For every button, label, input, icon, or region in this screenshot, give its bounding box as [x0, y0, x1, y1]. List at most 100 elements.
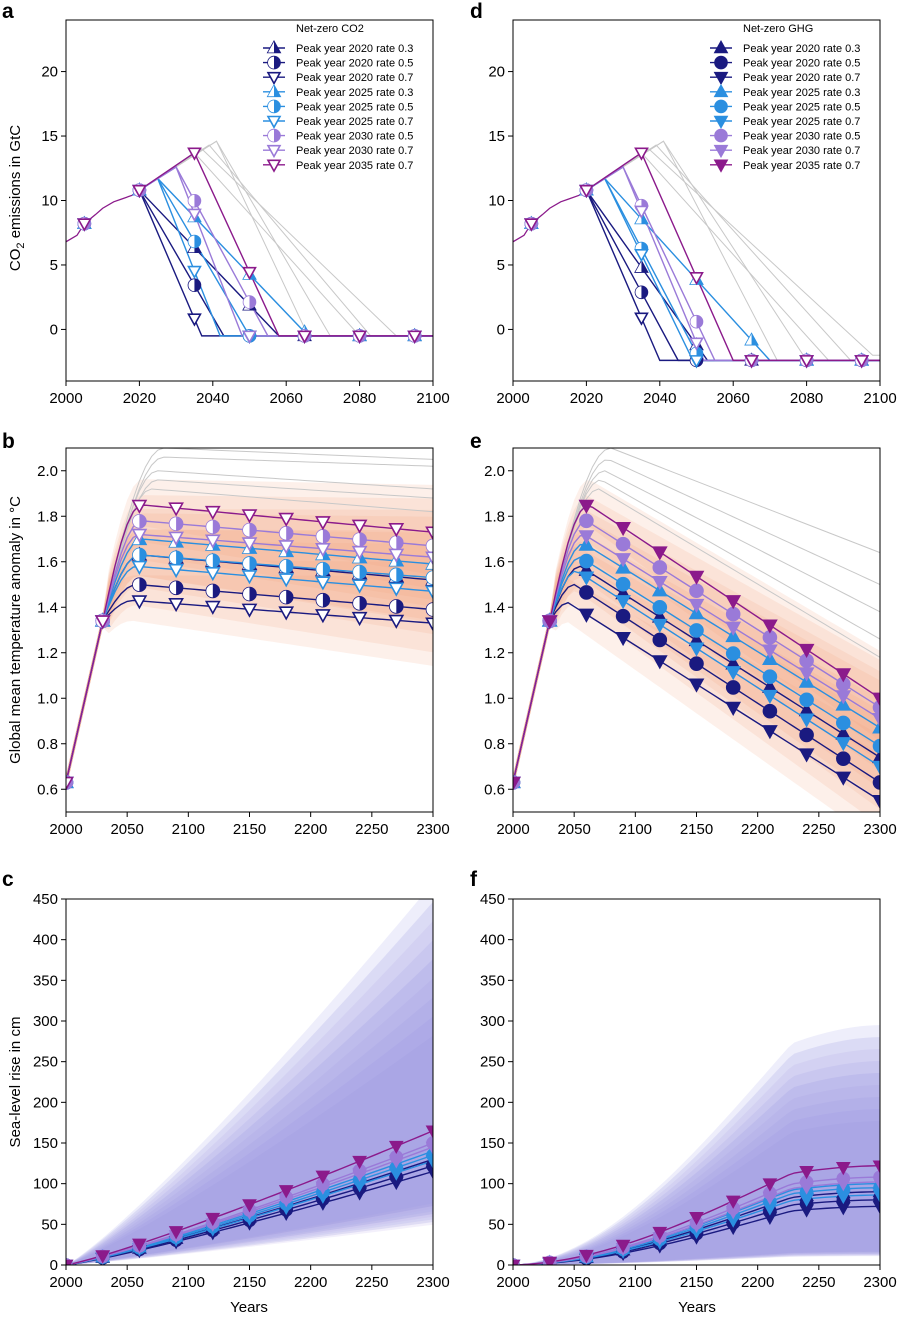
series-marker [388, 535, 404, 550]
series-marker [651, 575, 668, 591]
y-tick-label: 0.8 [484, 736, 505, 753]
series-marker-shape [204, 567, 221, 582]
series-marker-half [426, 557, 433, 569]
panel-f: 2000 2050 2100 2150 2200 2250 2300 0 50 100 150 200… [470, 868, 897, 1291]
legend-marker [266, 71, 282, 86]
series-marker-half [353, 533, 360, 547]
series-marker-shape [187, 265, 202, 280]
series-marker [854, 355, 870, 369]
panel-letter-d: d [470, 0, 483, 23]
series-marker [799, 692, 814, 708]
series-marker [187, 278, 202, 293]
series-marker [652, 560, 668, 575]
series-marker-shape [688, 598, 705, 613]
plot-area-c [66, 899, 433, 1265]
legend-marker-shape [713, 159, 729, 173]
x-tick-label: 2300 [863, 1274, 896, 1291]
series-marker-shape [762, 1191, 778, 1205]
series-marker [725, 595, 742, 610]
series-marker-shape [725, 701, 742, 716]
series-marker-half [279, 544, 287, 557]
series-marker-shape [542, 1256, 558, 1265]
series-marker-half [316, 529, 323, 543]
series-marker [315, 561, 331, 577]
y-tick-label: 1.0 [484, 690, 505, 707]
x-tick-label: 2100 [619, 1274, 652, 1291]
legend-entry: Peak year 2025 rate 0.5 [296, 101, 413, 113]
series-marker-shape [835, 1162, 851, 1176]
series-marker-shape [652, 560, 668, 575]
series-marker [425, 585, 433, 600]
series-marker-shape [352, 1168, 367, 1182]
series-marker-shape [168, 1226, 184, 1240]
series-marker [205, 583, 221, 599]
legend-entry: Peak year 2030 rate 0.5 [296, 131, 413, 143]
series-marker [872, 719, 880, 734]
y-tick-label: 150 [33, 1135, 58, 1152]
y-tick-label: 1.4 [484, 599, 505, 616]
legend-marker-shape [713, 71, 729, 86]
series-marker-shape [241, 603, 258, 618]
series-marker [388, 582, 405, 597]
y-tick-label: 0.8 [37, 736, 58, 753]
y-tick-label: 20 [41, 64, 58, 81]
y-tick-label: 250 [480, 1054, 505, 1071]
legend-marker [267, 128, 281, 143]
grey-scenario-line [66, 488, 433, 783]
y-tick-label: 1.2 [484, 645, 505, 662]
series-marker-shape [579, 184, 594, 199]
series-marker-half [206, 520, 213, 534]
series-marker-half [690, 315, 697, 328]
series-marker-shape [854, 355, 870, 369]
series-marker-shape [578, 608, 595, 623]
series-marker-shape [762, 725, 778, 740]
series-marker [425, 570, 433, 585]
series-marker-shape [94, 615, 111, 630]
legend-marker-shape [714, 99, 728, 114]
series-marker [315, 576, 331, 591]
series-marker-shape [872, 719, 880, 734]
series-line [138, 189, 433, 337]
y-tick-label: 300 [33, 1013, 58, 1030]
series-marker-shape [523, 218, 539, 232]
series-marker [725, 666, 742, 681]
panel-e: 2000 2050 2100 2150 2200 2250 2300 0.6 0.8 1.0 1.2… [470, 430, 897, 838]
series-marker [132, 513, 147, 529]
series-marker [425, 1125, 433, 1139]
y-tick-label: 200 [480, 1094, 505, 1111]
series-marker-shape [762, 689, 778, 704]
y-tick-label: 450 [480, 891, 505, 908]
legend-marker-half [268, 41, 274, 53]
panel-b: 2000 2050 2100 2150 2200 2250 2300 0.6 0.8 1.0 1.2… [2, 430, 450, 838]
series-marker [204, 505, 221, 521]
y-tick-label: 20 [488, 64, 505, 81]
series-marker-shape [278, 1185, 294, 1199]
legend-marker-shape [713, 115, 729, 129]
grey-scenario-line [513, 488, 880, 783]
series-marker [95, 1250, 111, 1264]
plot-area-f [513, 1025, 880, 1265]
series-marker-shape [315, 609, 331, 624]
series-marker [725, 701, 742, 716]
series-marker [425, 538, 433, 554]
series-marker [762, 644, 778, 659]
legend-marker [713, 71, 729, 86]
y-tick-label: 50 [41, 1216, 58, 1233]
x-tick-label: 2050 [557, 1274, 590, 1291]
uncertainty-band [66, 529, 433, 790]
series-marker-half [60, 776, 67, 788]
series-marker-shape [187, 147, 202, 161]
uncertainty-band [66, 495, 433, 790]
series-marker-shape [579, 585, 594, 600]
series-marker [132, 547, 147, 563]
series-marker-half [169, 551, 177, 565]
series-marker-half [243, 541, 250, 554]
series-marker-shape [651, 655, 668, 670]
series-marker [835, 1162, 851, 1176]
series-marker [652, 599, 668, 615]
series-marker [425, 617, 433, 632]
series-marker [615, 1239, 631, 1253]
legend-marker-shape [713, 83, 729, 98]
y-tick-label: 250 [33, 1054, 58, 1071]
series-marker [798, 643, 815, 658]
